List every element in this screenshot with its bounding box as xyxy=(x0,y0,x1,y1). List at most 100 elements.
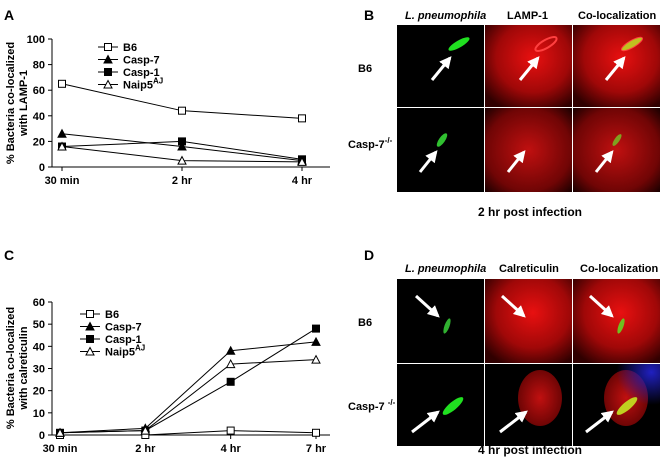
marker xyxy=(297,156,307,166)
series-line xyxy=(60,430,317,436)
series-line xyxy=(59,359,317,434)
marker xyxy=(55,427,65,437)
y-axis-label-line: with LAMP-1 xyxy=(18,70,30,137)
legend-label: B6 xyxy=(105,309,119,321)
y-tick-label: 40 xyxy=(33,111,45,123)
column-header: L. pneumophila xyxy=(405,263,486,275)
arrow xyxy=(430,56,452,81)
arrow xyxy=(604,56,626,81)
marker xyxy=(85,346,95,356)
arrow xyxy=(588,294,614,318)
marker xyxy=(86,335,94,343)
cell xyxy=(518,370,562,426)
marker xyxy=(312,324,320,333)
arrow xyxy=(500,294,526,318)
arrow xyxy=(418,150,438,173)
x-tick-label: 30 min xyxy=(45,175,80,187)
marker xyxy=(103,54,113,64)
chart: C % Bacteria co-localizedwith calreticuli… xyxy=(4,247,330,455)
panel-d: D L. pneumophila Calreticulin Co-localiz… xyxy=(348,247,660,457)
legend-label: Naip5AJ xyxy=(123,77,163,92)
y-tick-label: 50 xyxy=(33,319,45,331)
series-line xyxy=(59,328,317,434)
y-tick-label: 60 xyxy=(33,297,45,309)
marker xyxy=(103,79,113,89)
legend-name: Casp-7 xyxy=(123,55,160,67)
y-axis-label: % Bacteria co-localizedwith LAMP-1 xyxy=(5,42,30,164)
legend-label: Casp-7 xyxy=(105,322,142,334)
panel-label: B xyxy=(364,7,374,23)
column-header: L. pneumophila xyxy=(405,10,486,22)
marker xyxy=(226,377,235,386)
micrograph xyxy=(397,108,484,192)
legend-name: B6 xyxy=(123,42,137,54)
bacterium xyxy=(443,318,451,334)
nucleus-stain xyxy=(573,364,660,446)
micrograph xyxy=(573,108,660,192)
column-header: Calreticulin xyxy=(499,263,559,275)
micrograph xyxy=(397,364,484,446)
arrow xyxy=(594,150,614,173)
marker xyxy=(140,425,151,435)
marker xyxy=(177,155,187,165)
y-tick-label: 40 xyxy=(33,341,45,353)
arrow xyxy=(414,294,440,318)
legend-superscript: AJ xyxy=(153,77,163,86)
marker xyxy=(311,336,321,346)
marker xyxy=(86,310,94,318)
legend-name: B6 xyxy=(105,309,119,321)
row-label: Casp-7-/- xyxy=(348,136,393,151)
legend-name: Casp-1 xyxy=(105,334,142,346)
panel-label: A xyxy=(4,7,14,23)
marker xyxy=(104,68,112,76)
arrow xyxy=(518,56,540,81)
legend-label: Casp-1 xyxy=(105,334,142,346)
bacterium xyxy=(620,36,644,52)
marker xyxy=(178,106,186,115)
arrow xyxy=(411,410,440,434)
marker xyxy=(58,79,66,88)
micrograph xyxy=(485,25,572,107)
x-tick-label: 4 hr xyxy=(221,443,242,455)
panel-b: B L. pneumophila LAMP-1 Co-localization … xyxy=(348,7,660,219)
column-header: Co-localization xyxy=(580,263,659,275)
bacterium xyxy=(448,37,470,51)
y-tick-label: 100 xyxy=(27,34,45,46)
marker xyxy=(85,321,95,331)
bacterium xyxy=(617,318,625,334)
column-header: LAMP-1 xyxy=(507,10,548,22)
y-axis-label-line: with calreticulin xyxy=(18,326,30,410)
legend-label: B6 xyxy=(123,42,137,54)
legend-name: Naip5 xyxy=(105,347,135,359)
legend-name: Naip5 xyxy=(123,80,153,92)
y-tick-label: 20 xyxy=(33,386,45,398)
legend-label: Casp-1 xyxy=(123,67,160,79)
caption: 4 hr post infection xyxy=(478,443,582,457)
arrow xyxy=(499,410,528,434)
marker xyxy=(178,137,186,146)
panel-label: D xyxy=(364,247,374,263)
row-label: B6 xyxy=(358,63,372,75)
micrograph xyxy=(397,25,484,107)
legend-name: Casp-7 xyxy=(105,322,142,334)
bacterium xyxy=(442,397,464,415)
bacterium xyxy=(436,133,448,147)
marker xyxy=(225,359,236,369)
micrograph xyxy=(573,279,660,363)
micrograph xyxy=(397,279,484,363)
caption: 2 hr post infection xyxy=(478,205,582,219)
legend-superscript: AJ xyxy=(135,344,145,353)
marker xyxy=(312,428,320,437)
y-axis-label-line: % Bacteria co-localized xyxy=(5,307,17,429)
marker xyxy=(57,128,67,138)
arrow xyxy=(506,150,526,173)
marker xyxy=(311,354,321,364)
marker xyxy=(104,43,112,51)
column-header: Co-localization xyxy=(578,10,657,22)
legend-label: Casp-7 xyxy=(123,55,160,67)
y-tick-label: 60 xyxy=(33,85,45,97)
arrow xyxy=(585,410,614,434)
series-line xyxy=(59,341,317,434)
